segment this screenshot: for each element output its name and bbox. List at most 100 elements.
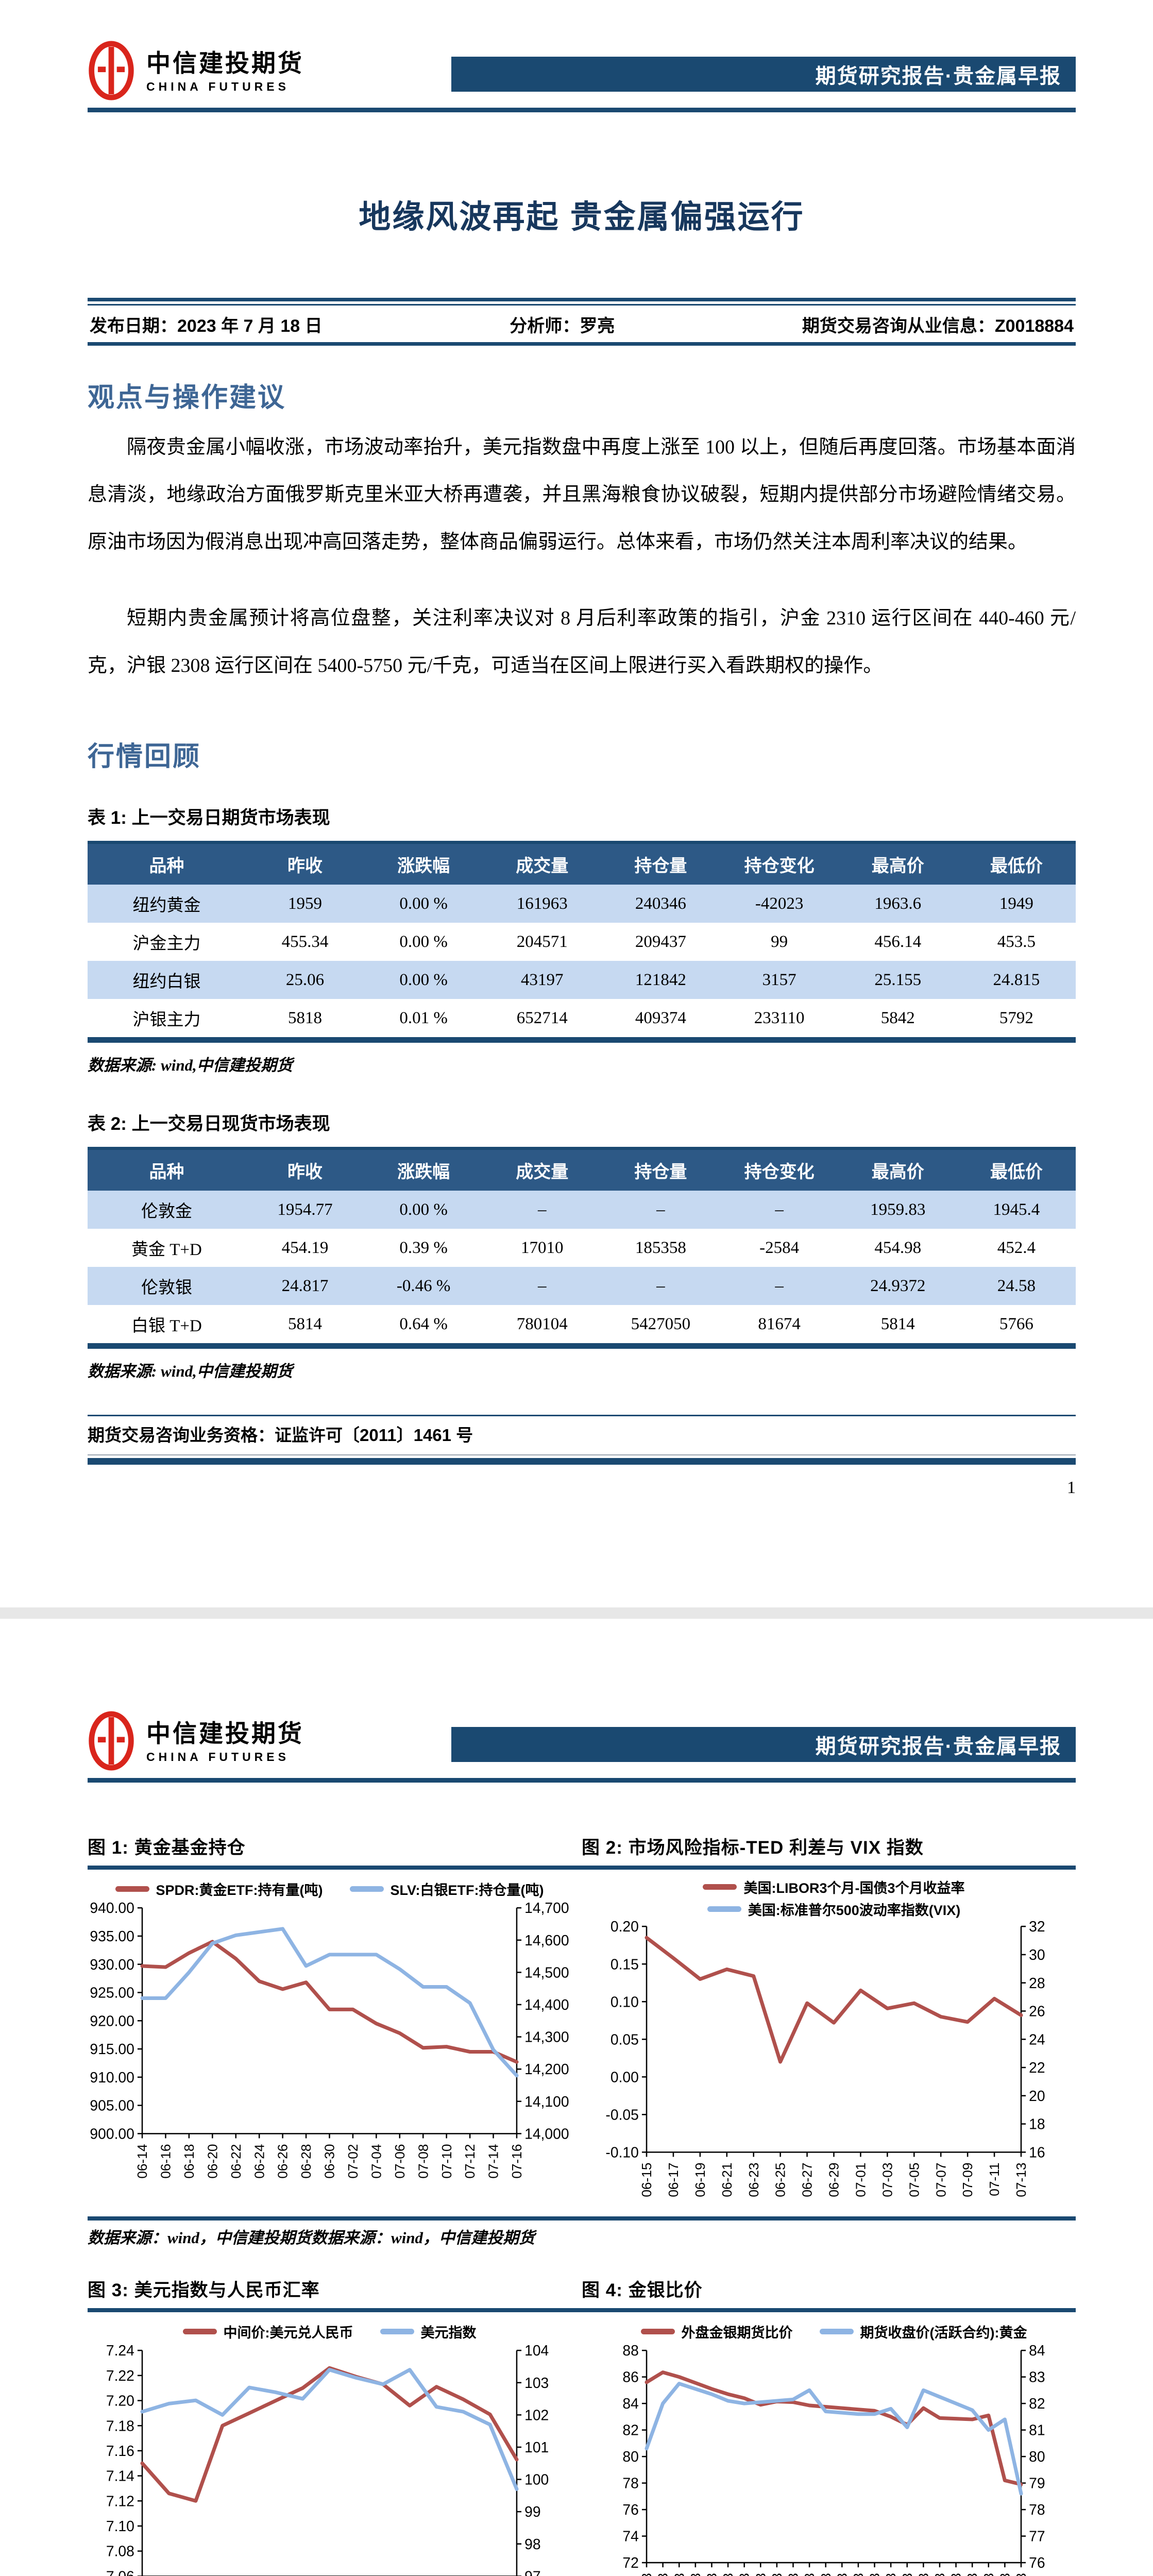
- futures-market-table: 品种 昨收 涨跌幅 成交量 持仓量 持仓变化 最高价 最低价 纽约黄金 1959 0.00 % 161…: [88, 841, 1076, 1043]
- table-cell: 25.155: [874, 970, 922, 989]
- svg-text:10/07/23: 10/07/23: [948, 2573, 964, 2576]
- table-row: 白银 T+D 5814 0.64 % 780104 5427050 81674 5814 57…: [88, 1305, 1076, 1346]
- column-header: 最低价: [957, 842, 1076, 885]
- legend-swatch-icon: [707, 1906, 741, 1912]
- table-cell: 24.817: [281, 1276, 329, 1295]
- table-cell: 1963.6: [874, 894, 922, 913]
- table-cell: -0.46 %: [396, 1276, 451, 1295]
- svg-text:7.22: 7.22: [106, 2367, 134, 2384]
- dxy-cny-chart: 中间价:美元兑人民币 美元指数 7.24 7.22 7.20 7.18 7.16 7.14 7…: [88, 2319, 571, 2576]
- brand-name-en: CHINA FUTURES: [146, 1750, 290, 1764]
- table-cell: 沪金主力: [132, 935, 201, 953]
- svg-text:13/07/23: 13/07/23: [997, 2573, 1012, 2576]
- svg-text:101: 101: [524, 2439, 549, 2455]
- table-row: 伦敦银 24.817 -0.46 % – – – 24.9372 24.58: [88, 1267, 1076, 1305]
- meta-rule-top: [88, 298, 1076, 306]
- column-header: 持仓量: [601, 1148, 720, 1191]
- gold-silver-ratio-chart: 外盘金银期货比价 期货收盘价(活跃合约):黄金 88 86 84 82 80 78 76 74 7…: [592, 2319, 1076, 2576]
- legend-swatch-icon: [380, 2328, 414, 2334]
- chart1-canvas: 940.00 935.00 930.00 925.00 920.00 915.00 910.…: [90, 1901, 569, 2179]
- svg-text:14,400: 14,400: [524, 1996, 569, 2013]
- table-cell: 黄金 T+D: [131, 1241, 202, 1259]
- section-viewpoint-title: 观点与操作建议: [88, 383, 286, 413]
- table-cell: 5842: [880, 1008, 915, 1027]
- analyst: 分析师：罗亮: [510, 316, 615, 336]
- svg-text:7.20: 7.20: [106, 2393, 134, 2409]
- svg-text:28: 28: [1029, 1975, 1045, 1991]
- section-review-title: 行情回顾: [88, 742, 201, 772]
- svg-text:80: 80: [622, 2449, 638, 2465]
- legend-label: 中间价:美元兑人民币: [223, 2325, 353, 2341]
- table-cell: 0.00 %: [399, 970, 448, 989]
- column-header: 品种: [88, 842, 246, 885]
- legend-item: 美国:LIBOR3个月-国债3个月收益率: [703, 1877, 965, 1897]
- svg-text:79: 79: [1029, 2475, 1045, 2492]
- svg-text:07-10: 07-10: [439, 2144, 454, 2179]
- svg-text:18: 18: [1029, 2116, 1045, 2132]
- table-cell: –: [656, 1276, 665, 1295]
- legend-item: SPDR:黄金ETF:持有量(吨): [115, 1879, 323, 1899]
- svg-text:0.20: 0.20: [611, 1919, 639, 1935]
- publish-date: 发布日期：2023 年 7 月 18 日: [90, 316, 323, 336]
- banner-text: 期货研究报告·贵金属早报: [815, 65, 1061, 88]
- series-line: [140, 2366, 519, 2503]
- chart4-canvas: 88 86 84 82 80 78 76 74 72 84 83 82 81 80 79 78 77 76 21/0…: [622, 2343, 1045, 2576]
- column-header: 持仓变化: [720, 1148, 839, 1191]
- table-cell: 161963: [516, 894, 568, 913]
- svg-text:930.00: 930.00: [90, 1956, 134, 1973]
- brand-text: 中信建投期货 CHINA FUTURES: [146, 50, 304, 94]
- table1-source: 数据来源: wind,中信建投期货: [88, 1056, 293, 1074]
- legend-item: 美元指数: [380, 2321, 477, 2342]
- report-banner: 期货研究报告·贵金属早报: [451, 1727, 1076, 1762]
- figure-row2-titles: 图 3: 美元指数与人民币汇率 图 4: 金银比价: [88, 2276, 1076, 2302]
- table-cell: 185358: [635, 1238, 686, 1257]
- svg-text:07-01: 07-01: [853, 2163, 869, 2197]
- svg-text:14,500: 14,500: [524, 1964, 569, 1980]
- svg-text:06-21: 06-21: [719, 2163, 735, 2197]
- table-cell: 0.64 %: [399, 1314, 448, 1333]
- svg-text:7.12: 7.12: [106, 2493, 134, 2510]
- svg-text:14/07/23: 14/07/23: [1013, 2573, 1029, 2576]
- svg-text:07/07/23: 07/07/23: [900, 2573, 915, 2576]
- table-cell: -42023: [755, 894, 804, 913]
- citic-emblem-icon: [88, 40, 135, 104]
- svg-text:76: 76: [622, 2502, 638, 2518]
- table-cell: 1945.4: [993, 1200, 1040, 1219]
- svg-text:14,600: 14,600: [524, 1932, 569, 1948]
- table-row: 沪银主力 5818 0.01 % 652714 409374 233110 5842 5792: [88, 999, 1076, 1040]
- svg-text:7.10: 7.10: [106, 2518, 134, 2534]
- table-cell: 204571: [516, 932, 568, 951]
- svg-text:14,000: 14,000: [524, 2125, 569, 2142]
- legend-item: 中间价:美元兑人民币: [182, 2321, 353, 2342]
- table-cell: 24.58: [997, 1276, 1036, 1295]
- svg-text:07-05: 07-05: [906, 2163, 922, 2197]
- svg-text:01/07/23: 01/07/23: [802, 2573, 817, 2576]
- svg-text:30/06/23: 30/06/23: [786, 2573, 801, 2576]
- svg-text:7.08: 7.08: [106, 2543, 134, 2560]
- svg-text:97: 97: [524, 2568, 540, 2576]
- svg-text:26/06/23: 26/06/23: [720, 2573, 736, 2576]
- legend-label: 美国:LIBOR3个月-国债3个月收益率: [743, 1880, 965, 1896]
- svg-text:104: 104: [524, 2343, 549, 2359]
- svg-text:24/06/23: 24/06/23: [688, 2573, 703, 2576]
- svg-text:06-19: 06-19: [692, 2163, 708, 2197]
- column-header: 成交量: [483, 842, 602, 885]
- svg-text:06-27: 06-27: [800, 2163, 815, 2197]
- svg-text:7.18: 7.18: [106, 2418, 134, 2434]
- header-rule: [88, 108, 1076, 112]
- chart3-legend: 中间价:美元兑人民币 美元指数: [88, 2319, 571, 2343]
- table-cell: 24.9372: [870, 1276, 926, 1295]
- svg-text:24: 24: [1029, 2031, 1045, 2047]
- chart2-legend: 美国:LIBOR3个月-国债3个月收益率 美国:标准普尔500波动率指数(VIX): [592, 1877, 1076, 1919]
- table-cell: -2584: [759, 1238, 800, 1257]
- table-cell: –: [538, 1200, 547, 1219]
- brand-name-en: CHINA FUTURES: [146, 79, 290, 93]
- chart1-legend: SPDR:黄金ETF:持有量(吨) SLV:白银ETF:持仓量(吨): [88, 1877, 571, 1901]
- footer-license: 期货交易咨询业务资格：证监许可〔2011〕1461 号: [88, 1415, 1076, 1446]
- table-cell: 伦敦金: [141, 1202, 192, 1221]
- svg-text:07-13: 07-13: [1013, 2163, 1029, 2197]
- legend-swatch-icon: [819, 2328, 854, 2334]
- svg-text:76: 76: [1029, 2555, 1045, 2571]
- figure4-title: 图 4: 金银比价: [582, 2280, 703, 2301]
- svg-text:21/06/23: 21/06/23: [639, 2573, 654, 2576]
